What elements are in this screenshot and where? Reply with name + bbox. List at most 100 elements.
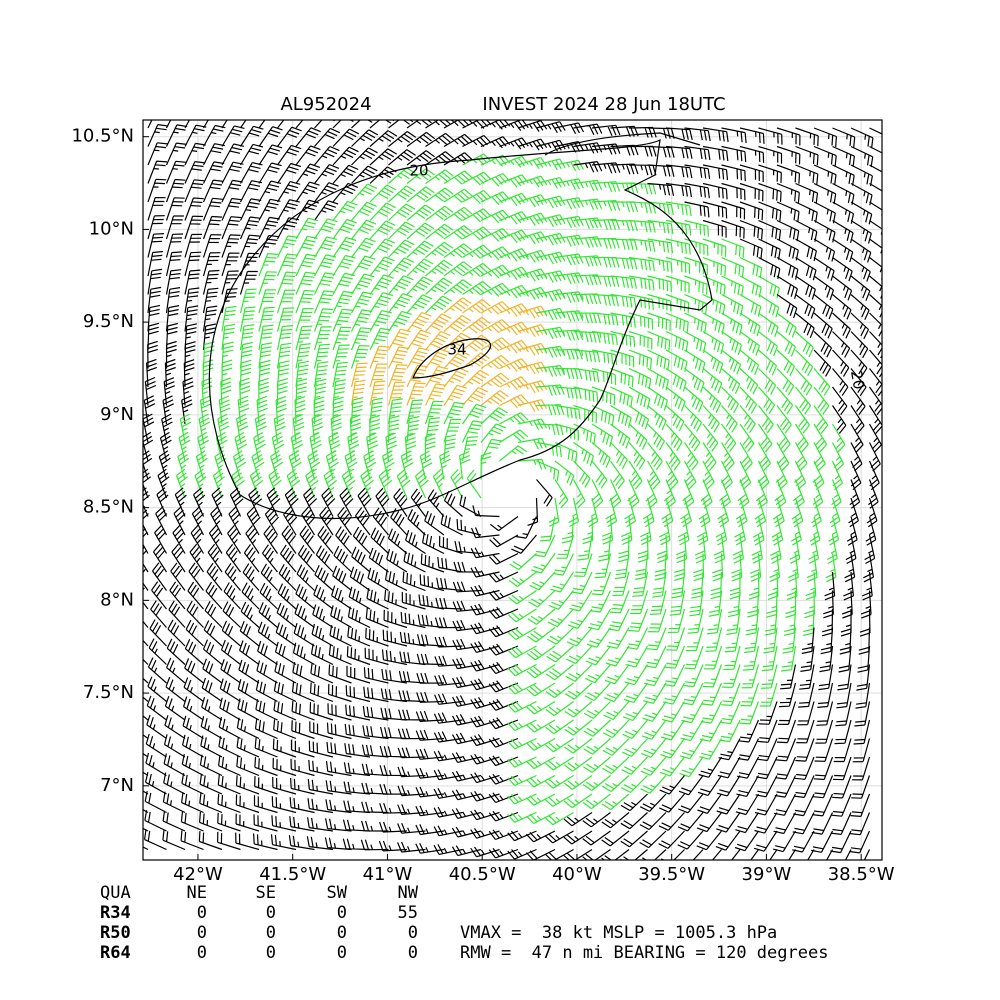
wind-barb — [697, 793, 722, 814]
wind-barb — [254, 776, 278, 795]
wind-barb — [795, 331, 814, 358]
wind-barb — [758, 423, 773, 453]
wind-barb — [677, 516, 690, 546]
wind-barb — [777, 719, 797, 744]
table-header: NW — [398, 883, 419, 903]
wind-barb — [813, 127, 837, 147]
wind-barb — [212, 468, 225, 499]
wind-barb — [184, 323, 198, 351]
wind-barb — [565, 645, 593, 665]
wind-barb — [406, 329, 431, 351]
wind-barb — [199, 773, 223, 795]
wind-barb — [610, 404, 632, 428]
wind-barb — [488, 792, 519, 804]
wind-barb — [610, 330, 636, 348]
wind-barb — [480, 227, 511, 242]
wind-barb — [758, 405, 774, 434]
wind-barb — [696, 830, 722, 851]
wind-barb — [639, 812, 667, 831]
wind-barb — [147, 676, 167, 702]
wind-barb — [480, 372, 510, 388]
wind-barb — [424, 417, 441, 443]
table-cell: 0 — [197, 903, 207, 923]
wind-barb — [271, 431, 285, 462]
wind-barb — [452, 600, 482, 612]
wind-barb — [277, 162, 301, 184]
wind-barb — [147, 142, 168, 166]
wind-barb — [717, 775, 741, 797]
wind-barb — [165, 215, 184, 240]
wind-barb — [836, 682, 852, 709]
wind-barb — [573, 236, 602, 248]
wind-barb — [403, 550, 426, 573]
wind-barb — [293, 622, 315, 647]
wind-barb — [792, 830, 815, 853]
wind-barb — [660, 738, 685, 759]
wind-barb — [776, 201, 800, 223]
wind-barb — [591, 200, 621, 212]
wind-barb — [319, 506, 334, 536]
wind-barb — [275, 395, 287, 425]
wind-barb — [739, 219, 763, 240]
wind-barb — [721, 256, 745, 278]
wind-barb — [337, 506, 352, 536]
wind-barb — [325, 818, 352, 832]
wind-barb — [647, 423, 666, 451]
wind-barb — [665, 330, 689, 353]
wind-barb — [184, 161, 206, 184]
wind-barb — [202, 269, 220, 295]
wind-barb — [273, 699, 297, 721]
wind-barb — [829, 497, 841, 528]
wind-barb — [664, 645, 686, 669]
wind-barb — [331, 585, 352, 610]
wind-barb — [276, 289, 296, 314]
wind-barb — [823, 590, 834, 619]
wind-barb — [211, 487, 224, 517]
wind-barb — [443, 297, 472, 314]
wind-barb — [605, 645, 630, 667]
wind-barb — [648, 608, 667, 633]
wind-barb — [390, 508, 408, 536]
wind-barb — [634, 553, 649, 580]
wind-barb — [517, 286, 548, 301]
wind-barb — [406, 150, 435, 166]
wind-barb — [665, 219, 692, 236]
wind-barb — [691, 571, 704, 599]
wind-barb — [147, 250, 164, 277]
wind-barb — [309, 682, 334, 703]
wind-barb — [610, 312, 636, 328]
wind-barb — [507, 848, 537, 860]
wind-barb — [163, 734, 186, 758]
wind-barb — [366, 432, 379, 462]
wind-barb — [591, 460, 608, 489]
wind-barb — [628, 460, 643, 490]
wind-barb — [404, 432, 417, 462]
wind-barb — [826, 849, 834, 860]
wind-barb — [591, 442, 611, 468]
wind-barb — [184, 638, 204, 665]
wind-barb — [545, 719, 574, 735]
wind-barb — [333, 545, 352, 573]
wind-barb — [639, 849, 667, 860]
wind-barb — [276, 378, 288, 406]
wind-barb — [165, 340, 177, 369]
wind-barb — [717, 497, 730, 528]
wind-barb — [661, 719, 685, 741]
wind-barb — [295, 127, 321, 147]
wind-barb — [346, 665, 371, 684]
wind-barb — [739, 423, 755, 453]
wind-barb — [832, 219, 854, 244]
wind-barb — [832, 201, 855, 224]
wind-barb — [437, 557, 463, 573]
wind-barb — [832, 386, 848, 415]
wind-barb — [554, 386, 582, 400]
wind-barb — [721, 682, 741, 706]
wind-barb — [308, 759, 334, 777]
wind-barb — [832, 368, 849, 396]
wind-barb — [452, 695, 482, 707]
wind-barb — [143, 431, 154, 462]
wind-barb — [610, 367, 634, 388]
wind-barb — [554, 423, 580, 441]
wind-barb — [550, 571, 575, 593]
